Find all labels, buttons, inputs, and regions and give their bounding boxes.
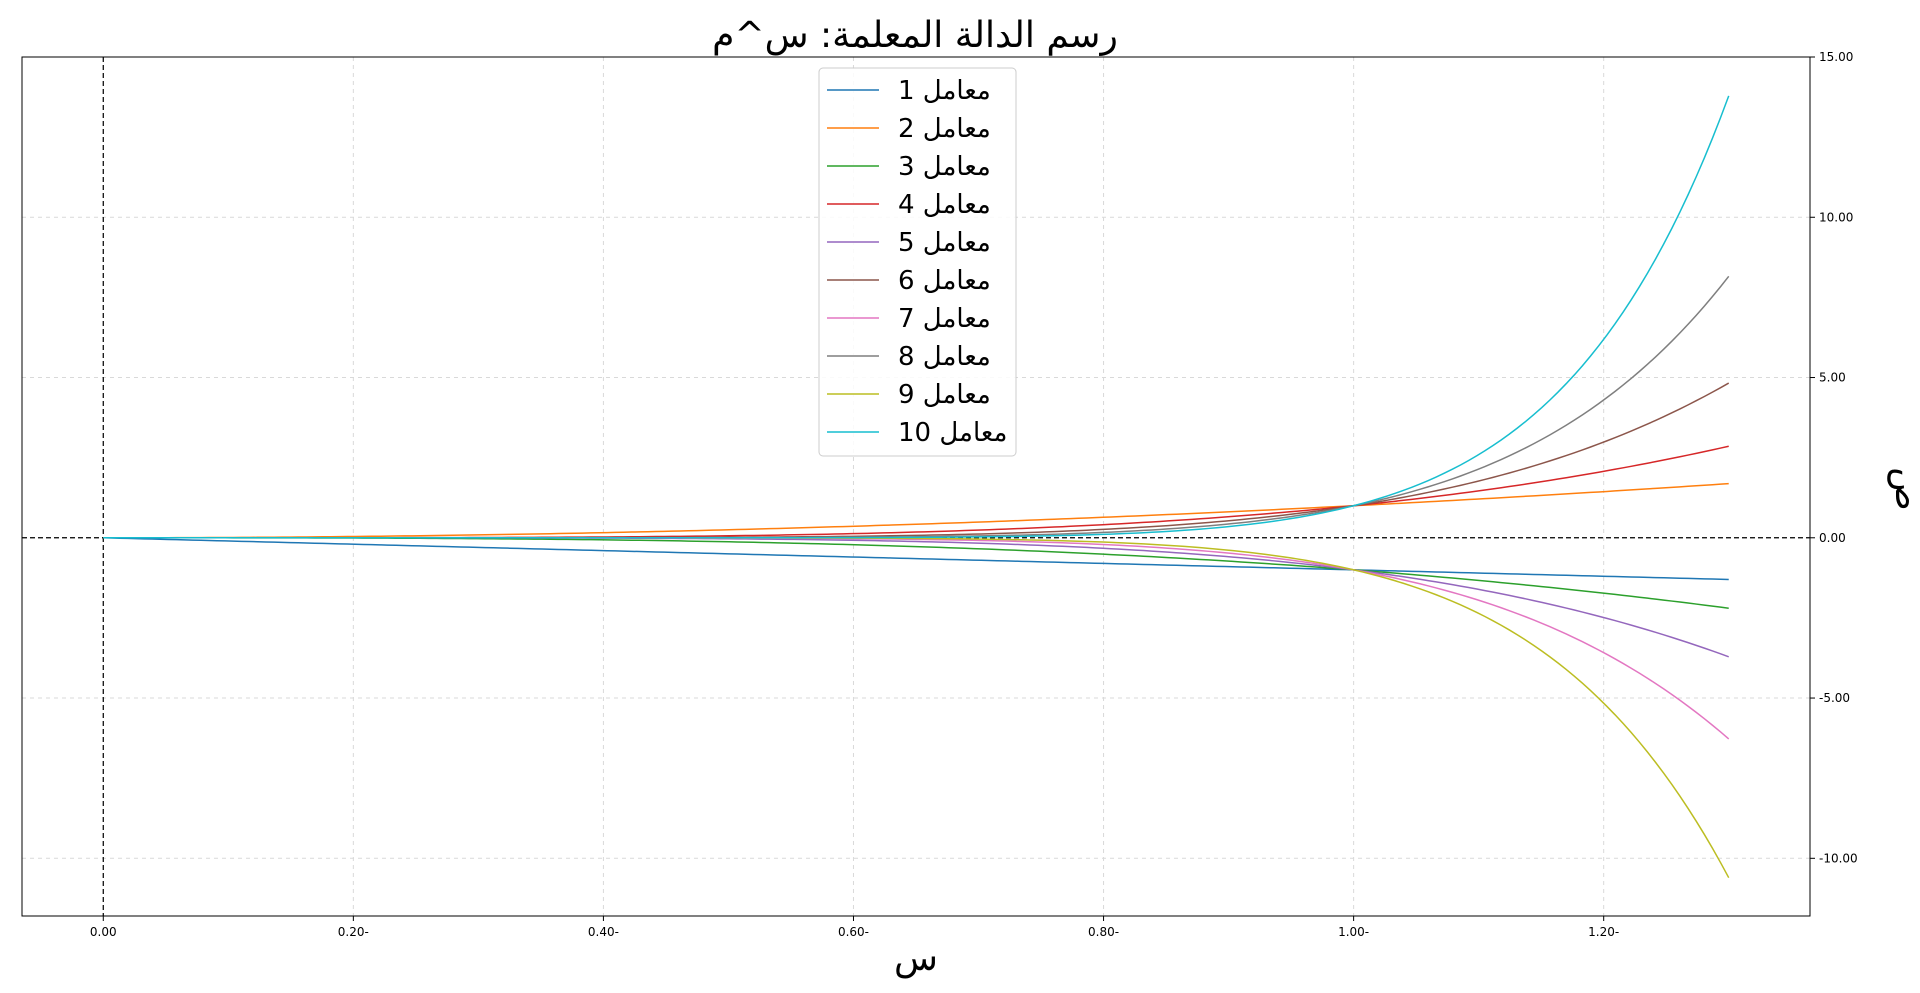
y-tick-label: -10.00 xyxy=(1819,851,1858,865)
legend-label: معامل 8 xyxy=(898,342,991,372)
legend-label: معامل 1 xyxy=(898,76,991,106)
y-tick-label: 5.00 xyxy=(1819,371,1846,385)
legend-label: معامل 9 xyxy=(898,380,991,410)
x-tick-label: 0.00 xyxy=(90,925,117,939)
series-line-1 xyxy=(103,537,1729,581)
y-axis-label: ص xyxy=(1887,467,1920,511)
x-tick-label: 0.20- xyxy=(338,925,369,939)
y-tick-label: 15.00 xyxy=(1819,50,1853,64)
x-tick-label: 0.60- xyxy=(838,925,869,939)
x-tick-label: 1.00- xyxy=(1338,925,1369,939)
x-tick-label: 0.40- xyxy=(588,925,619,939)
series-line-10 xyxy=(103,95,1730,539)
series-line-5 xyxy=(103,537,1729,658)
legend-label: معامل 4 xyxy=(898,190,991,220)
x-axis-ticks: 0.00 0.20- 0.40- 0.60- 0.80- 1.00- 1.20- xyxy=(90,916,1619,939)
y-tick-label: -5.00 xyxy=(1819,691,1850,705)
legend-box xyxy=(818,67,1017,457)
series-lines xyxy=(103,95,1730,879)
x-axis-label: س xyxy=(894,938,938,979)
legend-label: معامل 2 xyxy=(898,114,991,144)
legend-label: معامل 3 xyxy=(898,152,991,182)
series-line-7 xyxy=(103,537,1730,740)
legend-label: معامل 10 xyxy=(898,418,1007,448)
y-tick-label: 0.00 xyxy=(1819,531,1846,545)
y-axis-ticks: 15.00 10.00 5.00 0.00 -5.00 -10.00 xyxy=(1810,50,1858,865)
legend: معامل 1 معامل 2 معامل 3 معامل 4 معامل 5 معامل… xyxy=(818,67,1017,457)
x-tick-label: 1.20- xyxy=(1588,925,1619,939)
plot-frame xyxy=(21,56,1811,917)
legend-label: معامل 6 xyxy=(898,266,991,296)
chart-title: رسم الدالة المعلمة: س^م xyxy=(712,15,1118,56)
y-tick-label: 10.00 xyxy=(1819,210,1853,224)
series-line-9 xyxy=(103,537,1730,879)
series-line-2 xyxy=(103,482,1729,539)
x-tick-label: 0.80- xyxy=(1088,925,1119,939)
legend-label: معامل 5 xyxy=(898,228,991,258)
legend-label: معامل 7 xyxy=(898,304,991,334)
